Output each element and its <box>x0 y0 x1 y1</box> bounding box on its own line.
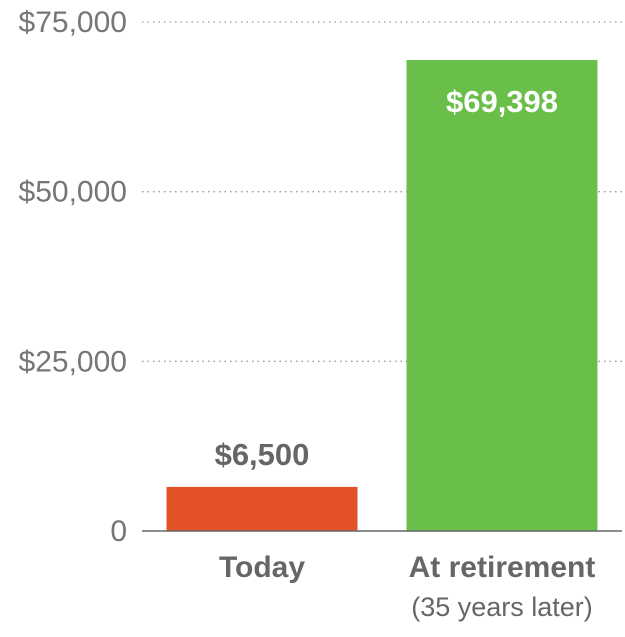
value-label: $69,398 <box>446 84 558 119</box>
y-tick-label: 0 <box>110 515 127 548</box>
category-label: Today <box>219 551 305 584</box>
category-labels: Today At retirement (35 years later) <box>219 551 595 622</box>
value-label: $6,500 <box>215 437 310 472</box>
bar <box>406 60 598 531</box>
bars <box>166 60 598 531</box>
y-axis-tick-labels: 0 $25,000 $50,000 $75,000 <box>19 6 127 548</box>
category-sublabel: (35 years later) <box>411 592 593 622</box>
y-tick-label: $75,000 <box>19 6 127 39</box>
value-labels: $6,500 $69,398 <box>215 84 558 472</box>
y-tick-label: $50,000 <box>19 176 127 209</box>
bar <box>166 486 358 531</box>
y-tick-label: $25,000 <box>19 345 127 378</box>
category-label: At retirement <box>409 551 596 584</box>
